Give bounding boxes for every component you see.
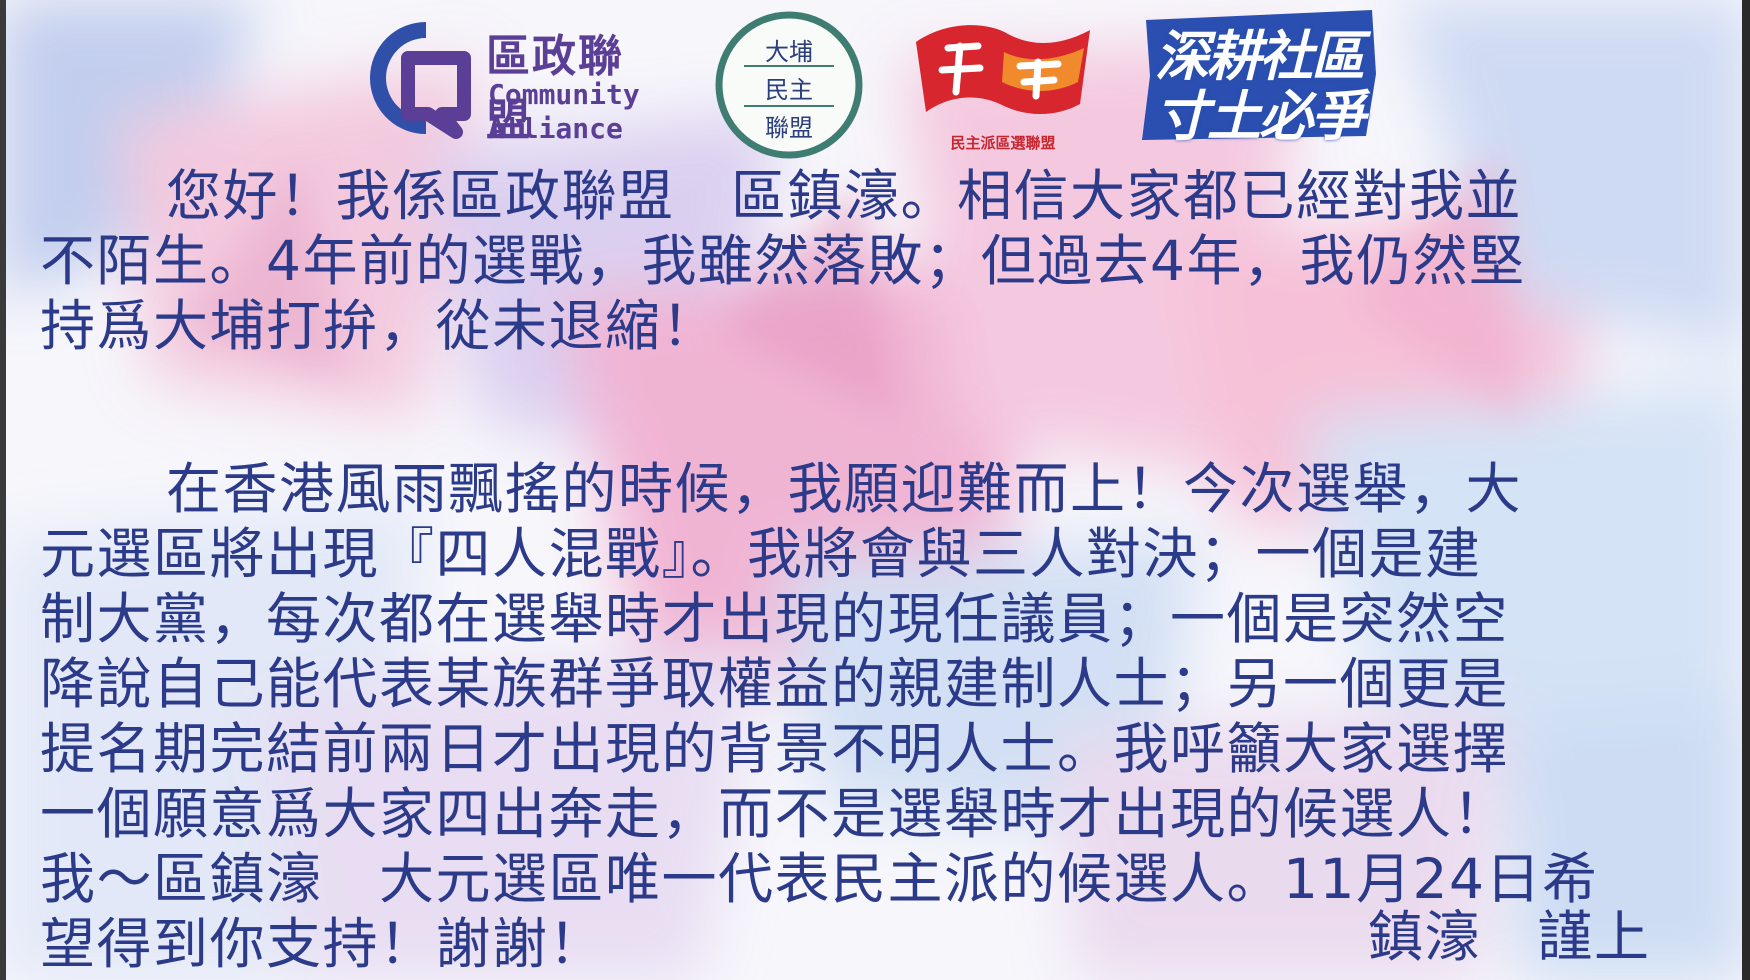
letter-signoff: 鎮濠 謹上: [1368, 905, 1651, 969]
letter-p2-line3: 制大黨，每次都在選舉時才出現的現任議員；一個是突然空: [40, 587, 1510, 651]
scan-edge-right: [1742, 0, 1750, 980]
community-alliance-logo: 區政聯盟 Community Alliance: [356, 18, 656, 153]
letter-p2-line1: 在香港風雨飄搖的時候，我願迎難而上！今次選舉，大: [166, 457, 1523, 521]
seal-text-line1: 大埔: [765, 38, 813, 66]
seal-text-line3: 聯盟: [765, 114, 813, 142]
letter-p1-line2: 不陌生。4年前的選戰，我雖然落敗；但過去4年，我仍然堅: [40, 229, 1526, 293]
letter-p1-line3: 持爲大埔打拚，從未退縮！: [40, 294, 719, 358]
slogan-line2: 寸土必爭: [1155, 85, 1365, 148]
letter-p2-line4: 降說自己能代表某族群爭取權益的親建制人士；另一個更是: [40, 652, 1510, 716]
letter-p2-line5: 提名期完結前兩日才出現的背景不明人士。我呼籲大家選擇: [40, 717, 1510, 781]
letter-p2-line7: 我～區鎮濠 大元選區唯一代表民主派的候選人。11月24日希: [40, 847, 1599, 911]
paragraph-gap: [40, 359, 1730, 457]
scan-edge-left: [0, 0, 6, 980]
letter-p1-line1: 您好！我係區政聯盟 區鎮濠。相信大家都已經對我並: [166, 164, 1523, 228]
letter-body: 您好！我係區政聯盟 區鎮濠。相信大家都已經對我並 不陌生。4年前的選戰，我雖然落…: [40, 164, 1730, 977]
community-alliance-name-zh: 區政聯盟: [486, 31, 624, 146]
tai-po-democratic-alliance-seal: 大埔 民主 聯盟: [714, 10, 864, 160]
seal-text-line2: 民主: [765, 76, 813, 104]
letter-p2-line2: 元選區將出現『四人混戰』。我將會與三人對決；一個是建: [40, 522, 1482, 586]
democrats-flag-logo: 民主派區選聯盟: [908, 12, 1098, 157]
slogan-logo: 深耕社區 寸土必爭: [1136, 10, 1382, 148]
letter-p2-line8: 望得到你支持！謝謝！: [40, 912, 606, 976]
waving-flag-icon: [916, 25, 1090, 115]
seal-ring-icon: [715, 11, 863, 159]
slogan-line1: 深耕社區: [1155, 25, 1365, 88]
letter-p2-line6: 一個願意爲大家四出奔走，而不是選舉時才出現的候選人！: [40, 782, 1510, 846]
democrats-caption: 民主派區選聯盟: [950, 134, 1056, 152]
community-alliance-name-en-line1: Community: [488, 78, 640, 111]
community-alliance-name-en-line2: Alliance: [488, 112, 623, 145]
community-alliance-emblem-icon: [370, 22, 471, 139]
slogan-brush-background: [1142, 10, 1376, 140]
community-alliance-name-en: Community Alliance: [488, 78, 640, 146]
